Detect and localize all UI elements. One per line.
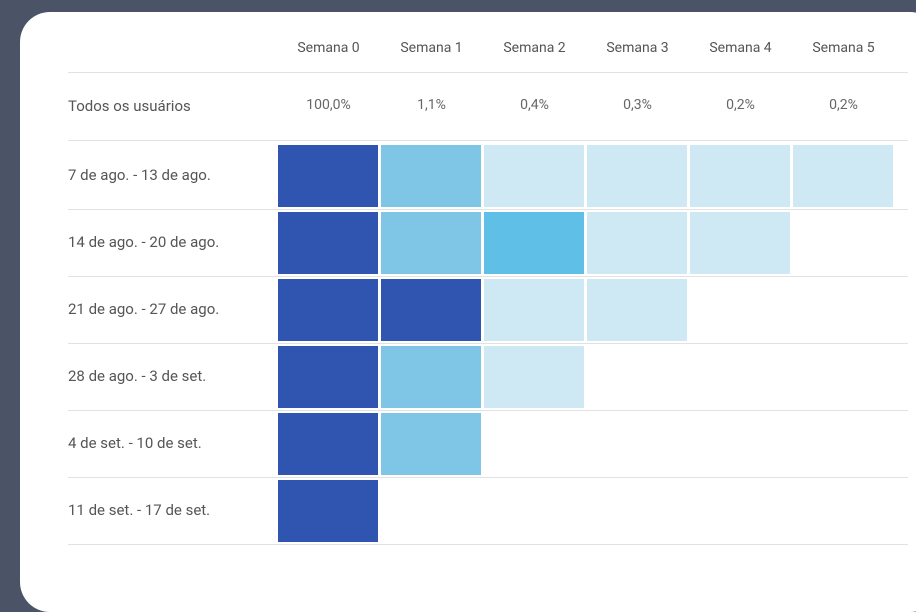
- cohort-cell: [587, 212, 687, 274]
- column-header: Semana 0: [297, 40, 360, 56]
- column-header: Semana 4: [709, 40, 772, 56]
- column-header: Semana 2: [503, 40, 566, 56]
- cohort-cell: [381, 346, 481, 408]
- cohort-cell: [278, 212, 378, 274]
- divider: [68, 140, 908, 141]
- row-label: 28 de ago. - 3 de set.: [68, 367, 207, 385]
- cohort-cell: [381, 413, 481, 475]
- cohort-cell: [278, 413, 378, 475]
- divider: [68, 410, 908, 411]
- cohort-cell: [278, 346, 378, 408]
- total-label: Todos os usuários: [68, 97, 191, 115]
- cohort-cell: [484, 145, 584, 207]
- divider: [68, 209, 908, 210]
- cohort-cell: [381, 145, 481, 207]
- cohort-cell: [278, 480, 378, 542]
- cohort-cell: [278, 279, 378, 341]
- cohort-cell: [690, 212, 790, 274]
- cohort-cell: [587, 145, 687, 207]
- divider: [68, 276, 908, 277]
- cohort-cell: [381, 279, 481, 341]
- divider: [68, 544, 908, 545]
- total-value: 0,3%: [623, 97, 652, 113]
- column-header: Semana 3: [606, 40, 669, 56]
- cohort-cell: [381, 212, 481, 274]
- divider: [68, 477, 908, 478]
- total-value: 100,0%: [306, 97, 351, 113]
- cohort-cell: [484, 212, 584, 274]
- column-header: Semana 5: [812, 40, 875, 56]
- cohort-cell: [278, 145, 378, 207]
- row-label: 4 de set. - 10 de set.: [68, 434, 202, 452]
- screen: Semana 0 Semana 1 Semana 2 Semana 3 Semana 4…: [20, 12, 916, 612]
- row-label: 14 de ago. - 20 de ago.: [68, 233, 220, 251]
- total-value: 1,1%: [417, 97, 446, 113]
- cohort-cell: [484, 346, 584, 408]
- row-label: 21 de ago. - 27 de ago.: [68, 300, 220, 318]
- column-header: Semana 1: [400, 40, 463, 56]
- cohort-cell: [690, 145, 790, 207]
- row-label: 11 de set. - 17 de set.: [68, 501, 211, 519]
- cohort-cell: [793, 145, 893, 207]
- divider: [68, 343, 908, 344]
- cohort-card: Semana 0 Semana 1 Semana 2 Semana 3 Semana 4…: [20, 12, 916, 612]
- divider: [68, 72, 908, 73]
- cohort-cell: [484, 279, 584, 341]
- total-value: 0,4%: [520, 97, 549, 113]
- row-label: 7 de ago. - 13 de ago.: [68, 166, 211, 184]
- total-value: 0,2%: [726, 97, 755, 113]
- cohort-cell: [587, 279, 687, 341]
- total-value: 0,2%: [829, 97, 858, 113]
